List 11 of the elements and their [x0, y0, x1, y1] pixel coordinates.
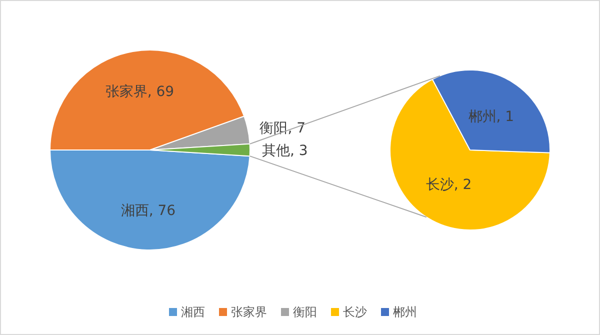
- data-label: 郴州, 1: [468, 109, 514, 126]
- legend-label: 衡阳: [293, 305, 317, 319]
- data-label: 衡阳, 7: [260, 120, 306, 136]
- legend-label: 湘西: [181, 305, 205, 319]
- legend-label: 张家界: [231, 305, 267, 319]
- data-label: 长沙, 2: [426, 176, 472, 193]
- data-label: 其他, 3: [262, 143, 308, 159]
- legend-label: 郴州: [393, 305, 417, 319]
- data-label: 湘西, 76: [120, 202, 176, 219]
- legend-label: 长沙: [343, 305, 367, 319]
- data-label: 张家界, 69: [105, 84, 174, 100]
